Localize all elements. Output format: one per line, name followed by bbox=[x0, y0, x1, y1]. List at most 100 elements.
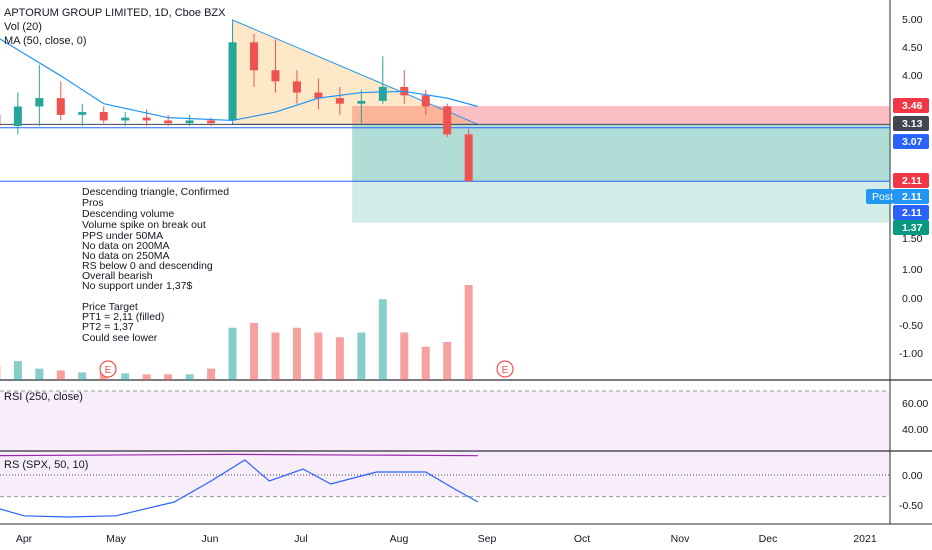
candle-body bbox=[271, 70, 280, 82]
post-badge: Post bbox=[872, 191, 893, 203]
candle-body bbox=[250, 42, 258, 71]
candle-body bbox=[142, 117, 151, 121]
price-tick: 1.00 bbox=[902, 264, 923, 276]
volume-bar bbox=[121, 373, 130, 380]
time-label: Nov bbox=[671, 533, 690, 545]
note-line: No data on 200MA bbox=[82, 240, 170, 252]
tag-bg bbox=[893, 205, 929, 220]
volume-bar bbox=[164, 374, 173, 380]
candle-body bbox=[464, 134, 473, 182]
time-axis[interactable]: Apr May Jun Jul Aug Sep Oct Nov Dec 2021 bbox=[16, 533, 877, 545]
target-zone-extended bbox=[352, 181, 891, 223]
candle-body bbox=[443, 106, 452, 135]
volume-bar bbox=[185, 374, 194, 380]
price-tag: 1.37 bbox=[902, 222, 923, 234]
indicator-lines bbox=[0, 38, 890, 518]
note-line: Descending triangle, Confirmed bbox=[82, 186, 229, 198]
rsi-line bbox=[0, 453, 478, 457]
rsi-band bbox=[0, 391, 890, 497]
descending-triangle bbox=[232, 19, 479, 125]
price-tick: 4.50 bbox=[902, 42, 923, 54]
time-label: May bbox=[106, 533, 127, 545]
note-line: Volume spike on break out bbox=[82, 219, 206, 231]
note-line: RS below 0 and descending bbox=[82, 260, 213, 272]
price-tags[interactable]: 3.46 3.13 3.07 2.11 2.11 2.11 1.37 Post bbox=[866, 98, 929, 235]
volume-bar bbox=[292, 327, 301, 380]
tag-bg bbox=[893, 189, 929, 204]
volume-bar bbox=[250, 323, 258, 380]
volume-bar bbox=[335, 337, 344, 380]
volume-bar bbox=[400, 332, 409, 380]
price-tag: 2.11 bbox=[902, 191, 922, 203]
note-line: Pros bbox=[82, 197, 104, 209]
note-line: Overall bearish bbox=[82, 270, 153, 282]
candle-body bbox=[13, 106, 22, 127]
tag-bg bbox=[893, 220, 929, 235]
volume-bar bbox=[56, 370, 65, 380]
candles bbox=[0, 22, 473, 182]
candle-body bbox=[78, 112, 87, 115]
price-tick: -1.00 bbox=[899, 348, 923, 360]
ma50-line bbox=[0, 38, 479, 122]
candle-body bbox=[378, 86, 387, 101]
time-label: Sep bbox=[478, 533, 497, 545]
candle-body bbox=[99, 112, 108, 121]
volume-legend[interactable]: Vol (20) bbox=[4, 21, 42, 33]
ma-legend[interactable]: MA (50, close, 0) bbox=[4, 35, 87, 47]
time-label: Dec bbox=[759, 533, 778, 545]
volume-bar bbox=[357, 332, 366, 380]
volume-bar bbox=[78, 372, 87, 380]
volume-bar bbox=[378, 299, 387, 380]
note-line: Price Target bbox=[82, 301, 138, 313]
volume-bar bbox=[421, 346, 430, 380]
price-tick: -0.50 bbox=[899, 320, 923, 332]
price-tick: 5.00 bbox=[902, 14, 923, 26]
price-tick: 1.50 bbox=[902, 233, 923, 245]
note-line: PT2 = 1,37 bbox=[82, 321, 134, 333]
price-tag: 2.11 bbox=[902, 207, 922, 219]
earnings-marker[interactable]: E bbox=[99, 360, 117, 378]
annotation-note[interactable]: Descending triangle, Confirmed Pros Desc… bbox=[82, 186, 229, 344]
price-tick: 4.00 bbox=[902, 70, 923, 82]
note-line: Could see lower bbox=[82, 332, 158, 344]
volume-bar bbox=[464, 285, 473, 380]
time-label: Aug bbox=[390, 533, 409, 545]
candle-body bbox=[314, 92, 323, 99]
time-label: 2021 bbox=[853, 533, 877, 545]
tag-bg bbox=[893, 98, 929, 113]
rs-legend[interactable]: RS (SPX, 50, 10) bbox=[4, 459, 88, 471]
volume-bar bbox=[142, 374, 151, 380]
price-tick: 0.00 bbox=[902, 293, 923, 305]
svg-text:E: E bbox=[105, 365, 112, 376]
candle-body bbox=[357, 100, 366, 104]
rsi-tick: 60.00 bbox=[902, 398, 928, 410]
volume-bar bbox=[271, 332, 280, 380]
note-line: Descending volume bbox=[82, 208, 174, 220]
candle-body bbox=[335, 98, 344, 104]
volume-bar bbox=[228, 327, 237, 380]
volume-bar bbox=[35, 368, 44, 380]
time-label: Oct bbox=[574, 533, 590, 545]
candle-body bbox=[56, 98, 65, 115]
svg-text:E: E bbox=[502, 365, 509, 376]
price-tag: 3.46 bbox=[902, 100, 923, 112]
volume-bar bbox=[13, 361, 22, 380]
tag-bg bbox=[893, 173, 929, 188]
earnings-marker[interactable]: E bbox=[496, 360, 514, 378]
rsi-legend[interactable]: RSI (250, close) bbox=[4, 391, 83, 403]
rsi-tick: 40.00 bbox=[902, 424, 928, 436]
volume-bar bbox=[443, 342, 452, 380]
volume-bar bbox=[207, 368, 216, 380]
tag-bg bbox=[893, 134, 929, 149]
price-tag: 2.11 bbox=[902, 175, 922, 187]
candle-body bbox=[228, 42, 237, 121]
rs-tick: 0.00 bbox=[902, 470, 923, 482]
price-tag: 3.07 bbox=[902, 136, 923, 148]
note-line: PT1 = 2,11 (filled) bbox=[82, 311, 164, 323]
candle-body bbox=[185, 120, 194, 124]
candle-body bbox=[421, 95, 430, 107]
price-axis[interactable]: 5.00 4.50 4.00 1.50 1.00 0.00 -0.50 -1.0… bbox=[899, 14, 928, 512]
rs-line bbox=[0, 459, 479, 518]
